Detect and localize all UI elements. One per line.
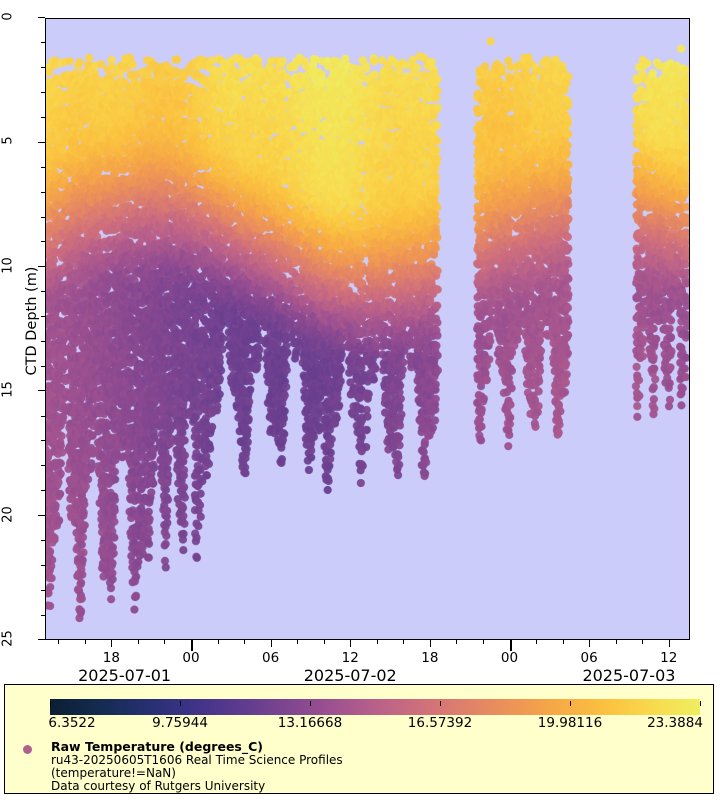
x-day-label: 2025-07-01 bbox=[78, 666, 172, 685]
x-day-label: 2025-07-02 bbox=[303, 666, 397, 685]
y-minor-tick bbox=[41, 42, 45, 44]
y-minor-tick bbox=[41, 440, 45, 442]
x-minor-tick bbox=[84, 640, 86, 644]
plot-area[interactable] bbox=[45, 18, 690, 640]
y-minor-tick bbox=[41, 589, 45, 591]
x-hour-label: 12 bbox=[341, 650, 359, 666]
x-hour-label: 00 bbox=[182, 650, 200, 666]
scatter-plot-canvas bbox=[46, 19, 689, 639]
colorbar-tick-mark bbox=[180, 701, 181, 706]
x-minor-tick bbox=[164, 640, 166, 644]
y-tick-mark bbox=[38, 141, 45, 143]
y-minor-tick bbox=[41, 216, 45, 218]
colorbar-tick-mark bbox=[50, 701, 51, 706]
y-minor-tick bbox=[41, 67, 45, 69]
legend-dataset-line: ru43-20250605T1606 Real Time Science Pro… bbox=[51, 753, 343, 767]
x-minor-tick bbox=[376, 640, 378, 644]
x-minor-tick bbox=[615, 640, 617, 644]
legend-title: Raw Temperature (degrees_C) bbox=[51, 739, 264, 754]
colorbar-tick-label: 6.3522 bbox=[48, 715, 96, 731]
x-minor-tick bbox=[482, 640, 484, 644]
x-minor-tick bbox=[323, 640, 325, 644]
x-minor-tick bbox=[668, 640, 670, 647]
x-hour-label: 18 bbox=[421, 650, 439, 666]
y-tick-label: 10 bbox=[0, 257, 16, 274]
colorbar-tick-mark bbox=[570, 701, 571, 706]
x-hour-label: 06 bbox=[580, 650, 598, 666]
y-minor-tick bbox=[41, 539, 45, 541]
x-minor-tick bbox=[456, 640, 458, 644]
y-minor-tick bbox=[41, 465, 45, 467]
y-tick-label: 20 bbox=[0, 505, 16, 523]
y-minor-tick bbox=[41, 241, 45, 243]
x-hour-label: 18 bbox=[102, 650, 120, 666]
colorbar-tick-label: 23.3884 bbox=[647, 715, 703, 731]
x-minor-tick bbox=[297, 640, 299, 644]
y-tick-label: 25 bbox=[0, 630, 16, 647]
legend-text-block: Raw Temperature (degrees_C) ru43-2025060… bbox=[51, 740, 343, 793]
y-tick-label: 5 bbox=[0, 136, 16, 146]
y-tick-mark bbox=[38, 514, 45, 516]
colorbar-tick-label: 9.75944 bbox=[152, 715, 208, 731]
x-minor-tick bbox=[642, 640, 644, 644]
x-minor-tick bbox=[562, 640, 564, 644]
colorbar-tick-label: 13.16668 bbox=[277, 715, 343, 731]
y-minor-tick bbox=[41, 614, 45, 616]
x-minor-tick bbox=[589, 640, 591, 647]
x-minor-tick bbox=[137, 640, 139, 644]
legend-constraint-line: (temperature!=NaN) bbox=[51, 766, 176, 780]
y-tick-mark bbox=[38, 639, 45, 641]
y-minor-tick bbox=[41, 365, 45, 367]
x-day-label: 2025-07-03 bbox=[582, 666, 676, 685]
y-minor-tick bbox=[41, 564, 45, 566]
y-axis-title: CTD Depth (m) bbox=[24, 266, 40, 376]
x-minor-tick bbox=[217, 640, 219, 644]
y-minor-tick bbox=[41, 415, 45, 417]
x-minor-tick bbox=[536, 640, 538, 644]
x-major-tick bbox=[509, 640, 512, 651]
y-minor-tick bbox=[41, 92, 45, 94]
y-tick-mark bbox=[38, 266, 45, 268]
colorbar-tick-mark bbox=[310, 701, 311, 706]
x-minor-tick bbox=[403, 640, 405, 644]
x-hour-label: 06 bbox=[262, 650, 280, 666]
colorbar-tick-mark bbox=[700, 701, 701, 706]
y-tick-label: 0 bbox=[0, 12, 16, 21]
x-minor-tick bbox=[58, 640, 60, 644]
x-minor-tick bbox=[350, 640, 352, 647]
legend-courtesy-line: Data courtesy of Rutgers University bbox=[51, 779, 266, 793]
y-minor-tick bbox=[41, 166, 45, 168]
legend-marker-icon bbox=[23, 745, 32, 754]
x-minor-tick bbox=[244, 640, 246, 644]
x-minor-tick bbox=[270, 640, 272, 647]
y-minor-tick bbox=[41, 117, 45, 119]
legend-panel: 6.3522 9.75944 13.16668 16.57392 19.98116 23.… bbox=[4, 684, 714, 794]
y-minor-tick bbox=[41, 316, 45, 318]
y-tick-mark bbox=[38, 17, 45, 19]
x-hour-label: 00 bbox=[500, 650, 519, 666]
x-major-tick bbox=[190, 640, 193, 651]
colorbar-tick-label: 16.57392 bbox=[407, 715, 473, 731]
y-tick-label: 15 bbox=[0, 381, 16, 398]
y-tick-mark bbox=[38, 390, 45, 392]
y-minor-tick bbox=[41, 340, 45, 342]
colorbar-tick-mark bbox=[440, 701, 441, 706]
y-minor-tick bbox=[41, 191, 45, 193]
colorbar-gradient bbox=[50, 699, 700, 715]
y-minor-tick bbox=[41, 291, 45, 293]
x-minor-tick bbox=[111, 640, 113, 647]
colorbar[interactable] bbox=[50, 699, 700, 715]
x-minor-tick bbox=[429, 640, 431, 647]
y-minor-tick bbox=[41, 490, 45, 492]
colorbar-tick-label: 19.98116 bbox=[537, 715, 603, 731]
x-hour-label: 12 bbox=[660, 650, 678, 666]
